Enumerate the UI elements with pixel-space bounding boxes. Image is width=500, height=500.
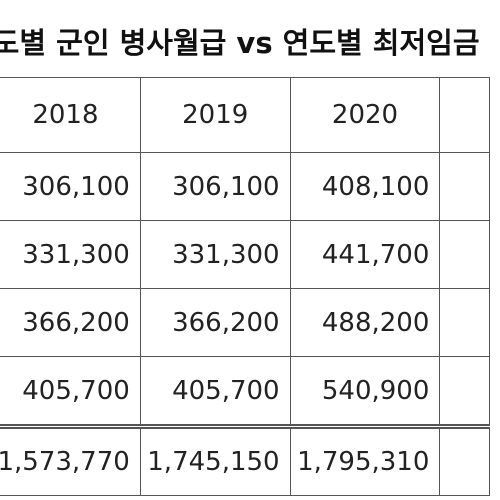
table-cell: 405,700 [139,356,291,427]
table-row: 405,700 405,700 540,900 [0,356,490,427]
table-row: 306,100 306,100 408,100 [0,152,490,221]
table-cell: 306,100 [139,152,291,221]
table-cell: 488,200 [289,288,441,357]
table-row: 366,200 366,200 488,200 [0,288,490,357]
table-header-row: 2018 2019 2020 [0,77,490,153]
salary-comparison-table: 2018 2019 2020 306,100 306,100 408,100 3… [0,77,490,496]
header-2018: 2018 [0,77,141,153]
total-cell: 1,745,150 [139,424,291,496]
total-cell: 1,573,770 [0,424,141,496]
table-cell: 540,900 [289,356,441,427]
table-cell-next [439,288,490,357]
table-cell-next [439,152,490,221]
table-cell: 441,700 [289,220,441,289]
table-cell: 306,100 [0,152,141,221]
table-cell: 331,300 [0,220,141,289]
header-next-column [439,77,490,153]
total-cell-next [439,424,490,496]
total-cell: 1,795,310 [289,424,441,496]
table-cell: 331,300 [139,220,291,289]
table-title: 연도별 군인 병사월급 vs 연도별 최저임금 [0,26,480,60]
table-cell: 405,700 [0,356,141,427]
header-2020: 2020 [289,77,441,153]
table-cell: 366,200 [0,288,141,357]
table-row: 331,300 331,300 441,700 [0,220,490,289]
table-cell: 366,200 [139,288,291,357]
table-cell-next [439,356,490,427]
table-total-row: 1,573,770 1,745,150 1,795,310 [0,424,490,496]
header-2019: 2019 [139,77,291,153]
table-cell-next [439,220,490,289]
table-cell: 408,100 [289,152,441,221]
